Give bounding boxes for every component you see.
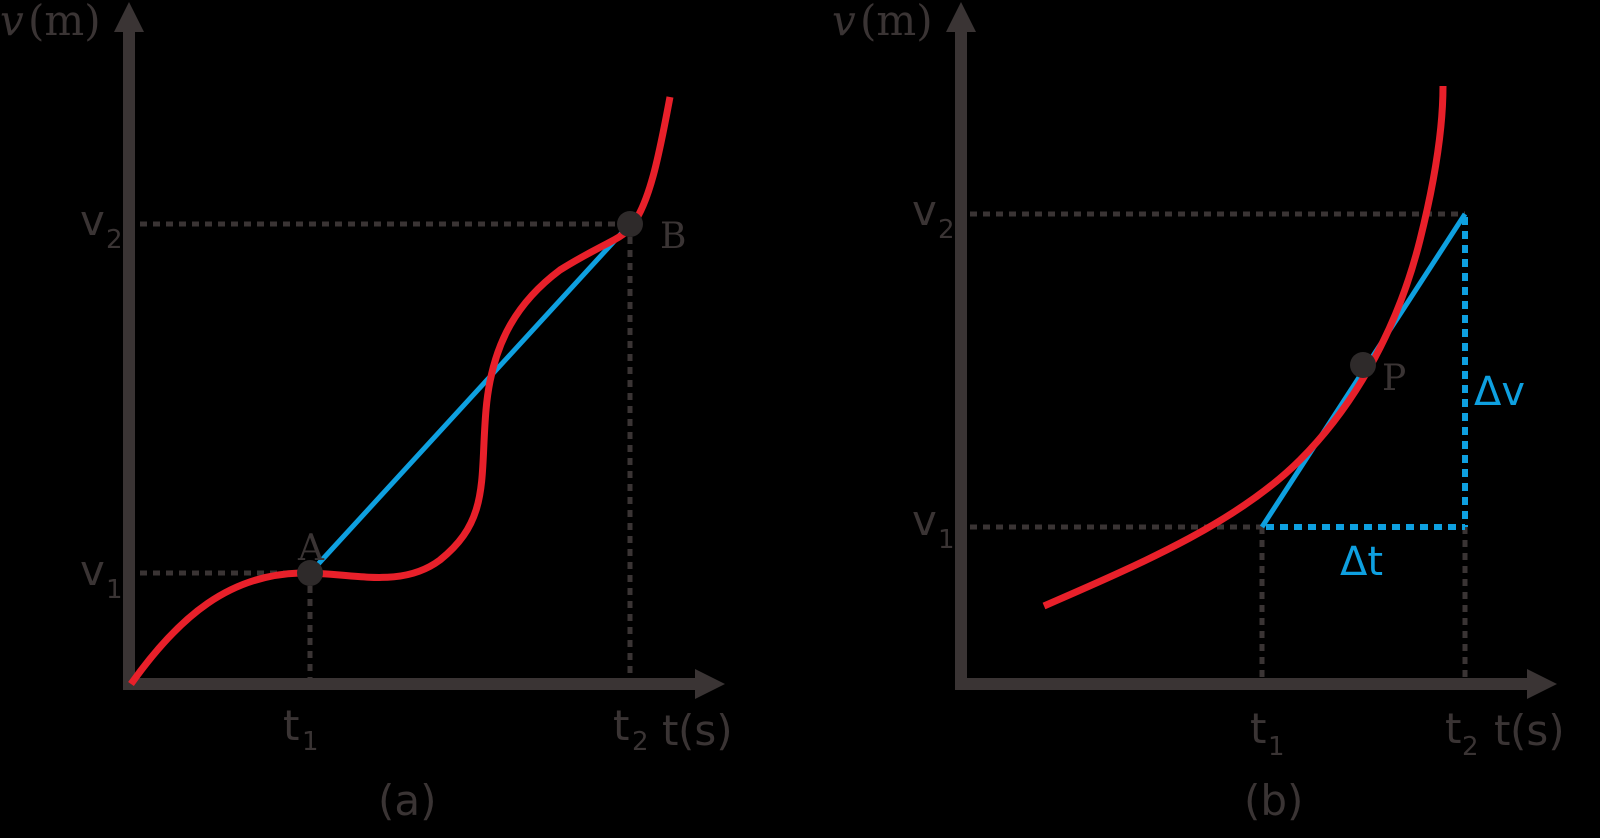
panel-a: v (m) v 2 v 1 t 1 t 2 t (s) A B (a) (0, 0, 733, 825)
panel-a-guides (140, 221, 633, 684)
point-p-label: P (1382, 358, 1406, 399)
v2-sub-b: 2 (938, 215, 955, 245)
v1-label-b: v (912, 496, 937, 545)
t1-sub-a: 1 (302, 727, 319, 757)
y-axis-arrow-icon (114, 2, 144, 32)
panel-b-axes (946, 2, 1557, 699)
panel-b-guides (970, 211, 1468, 684)
delta-v-label: Δv (1474, 369, 1525, 415)
panel-a-axes (114, 2, 725, 699)
x-axis-arrow-icon-b (1527, 669, 1557, 699)
caption-b: (b) (1244, 776, 1303, 825)
y-axis-b (955, 30, 967, 690)
t1-label-a: t (283, 701, 299, 750)
v1-sub-b: 1 (938, 525, 955, 555)
t2-sub-b: 2 (1462, 732, 1479, 762)
v2-label-a: v (80, 196, 105, 245)
caption-a: (a) (378, 776, 437, 825)
x-axis-var-a: t (662, 706, 678, 755)
y-axis-unit-a: (m) (28, 0, 101, 45)
t2-label-b: t (1445, 704, 1461, 753)
x-axis-unit-a: (s) (678, 706, 733, 755)
x-axis-b (955, 678, 1530, 690)
y-axis-unit-b: (m) (860, 0, 933, 45)
point-a-marker (297, 560, 323, 586)
y-axis-arrow-icon-b (946, 2, 976, 32)
x-axis-unit-b: (s) (1510, 706, 1565, 755)
x-axis (123, 678, 698, 690)
point-b-label: B (660, 216, 686, 257)
v2-label-b: v (912, 186, 937, 235)
point-p-marker (1350, 352, 1376, 378)
point-a-label: A (297, 528, 325, 569)
velocity-curve-a (128, 96, 674, 687)
t1-label-b: t (1250, 704, 1266, 753)
v2-sub-a: 2 (106, 225, 123, 255)
t2-sub-a: 2 (632, 727, 649, 757)
v1-label-a: v (80, 546, 105, 595)
x-axis-arrow-icon (695, 669, 725, 699)
secant-line-ab (308, 222, 632, 575)
y-axis (123, 30, 135, 690)
point-b-marker (617, 211, 643, 237)
velocity-curve-b (1042, 85, 1447, 610)
y-axis-var-a: v (0, 0, 24, 45)
panel-b: v (m) v 2 v 1 t 1 t 2 t (s) P Δv Δt (b) (832, 0, 1565, 825)
v1-sub-a: 1 (106, 575, 123, 605)
x-axis-var-b: t (1494, 706, 1510, 755)
y-axis-var-b: v (832, 0, 856, 45)
t2-label-a: t (613, 701, 629, 750)
slope-triangle (1266, 217, 1468, 530)
delta-t-label: Δt (1340, 539, 1383, 585)
t1-sub-b: 1 (1268, 732, 1285, 762)
